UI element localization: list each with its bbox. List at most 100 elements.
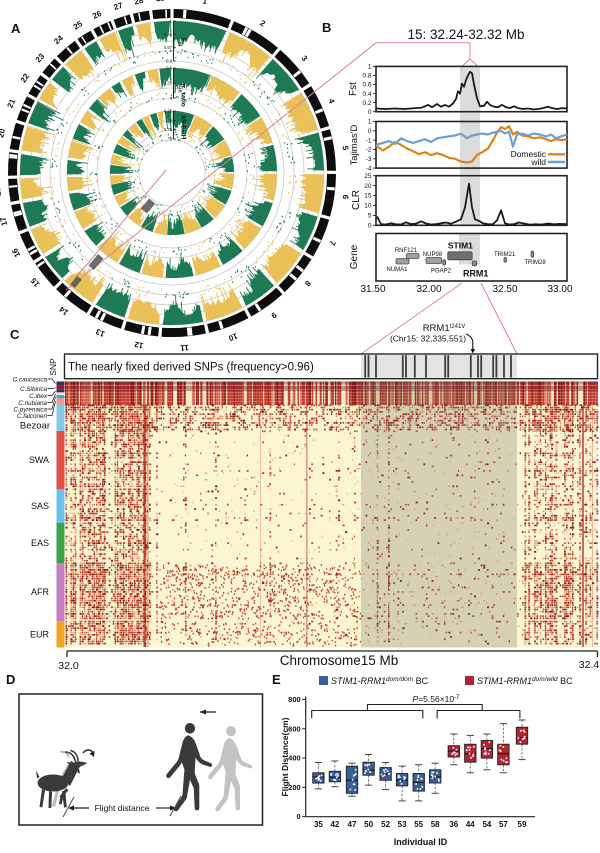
svg-text:600: 600 <box>288 724 301 733</box>
svg-text:C.caucasica: C.caucasica <box>13 377 48 384</box>
svg-text:C.pyrenaica: C.pyrenaica <box>13 407 47 414</box>
svg-text:11: 11 <box>179 343 189 353</box>
svg-text:0.9: 0.9 <box>166 59 172 64</box>
svg-text:36: 36 <box>449 820 458 829</box>
svg-text:0.44: 0.44 <box>164 32 173 37</box>
svg-text:Gene: Gene <box>349 244 360 269</box>
svg-text:10: 10 <box>227 331 239 343</box>
svg-text:P=5.56×10-7: P=5.56×10-7 <box>413 694 461 704</box>
svg-text:C.nubiana: C.nubiana <box>18 400 47 407</box>
svg-text:C.ibex: C.ibex <box>29 393 48 400</box>
svg-text:400: 400 <box>288 754 301 763</box>
svg-text:4: 4 <box>326 97 336 105</box>
svg-text:0: 0 <box>368 223 372 230</box>
svg-text:SWA: SWA <box>29 455 49 465</box>
svg-text:1: 1 <box>202 0 209 6</box>
svg-text:(Chr15: 32,335,551): (Chr15: 32,335,551) <box>390 334 466 344</box>
svg-text:STIM1: STIM1 <box>448 241 473 251</box>
svg-text:25: 25 <box>72 19 85 32</box>
svg-text:0.67: 0.67 <box>164 45 173 50</box>
svg-text:25: 25 <box>364 173 372 180</box>
svg-text:-1: -1 <box>366 137 372 144</box>
svg-text:SAS: SAS <box>31 501 49 511</box>
svg-text:XP-EHH: XP-EHH <box>180 115 187 140</box>
svg-text:Flight distance: Flight distance <box>95 803 150 813</box>
svg-text:0: 0 <box>368 109 372 116</box>
svg-text:πinratio: πinratio <box>177 83 187 107</box>
svg-text:1: 1 <box>368 64 372 71</box>
svg-text:Chromosome15 Mb: Chromosome15 Mb <box>280 653 399 668</box>
svg-text:Tajimas'D: Tajimas'D <box>349 124 360 165</box>
svg-text:24: 24 <box>52 33 65 46</box>
svg-text:50: 50 <box>364 820 373 829</box>
svg-text:TRIM28: TRIM28 <box>524 260 546 266</box>
svg-text:NUP98: NUP98 <box>423 252 443 258</box>
svg-text:Individual ID: Individual ID <box>394 837 448 847</box>
svg-text:A: A <box>11 21 21 36</box>
svg-text:Fst: Fst <box>177 38 187 47</box>
svg-text:54: 54 <box>482 820 491 829</box>
svg-text:20: 20 <box>364 183 372 190</box>
svg-text:0: 0 <box>297 812 301 821</box>
svg-text:-3: -3 <box>366 156 372 163</box>
svg-text:32.50: 32.50 <box>492 284 517 295</box>
svg-text:RRM1: RRM1 <box>463 269 489 279</box>
svg-text:35: 35 <box>314 820 323 829</box>
svg-text:B: B <box>322 20 331 35</box>
svg-text:15: 15 <box>29 276 42 289</box>
svg-text:2.25: 2.25 <box>164 81 173 86</box>
svg-text:26: 26 <box>91 9 103 21</box>
svg-text:C.Sibirica: C.Sibirica <box>20 386 47 393</box>
svg-text:C: C <box>10 327 20 342</box>
svg-text:EUR: EUR <box>30 630 50 640</box>
svg-text:Domestic: Domestic <box>511 149 547 159</box>
svg-text:3: 3 <box>299 54 309 64</box>
svg-text:17: 17 <box>0 215 9 227</box>
svg-text:55: 55 <box>414 820 423 829</box>
svg-text:6: 6 <box>341 194 351 200</box>
svg-text:1: 1 <box>170 19 173 24</box>
svg-text:21: 21 <box>6 97 18 109</box>
svg-text:Flight Distance(cm): Flight Distance(cm) <box>280 717 290 796</box>
svg-text:15: 15 <box>364 193 372 200</box>
svg-text:44: 44 <box>466 820 475 829</box>
svg-text:14: 14 <box>57 304 70 317</box>
svg-text:9: 9 <box>269 310 278 320</box>
svg-text:8: 8 <box>302 279 312 289</box>
svg-text:32.00: 32.00 <box>416 284 441 295</box>
svg-text:200: 200 <box>288 783 301 792</box>
svg-text:wild: wild <box>530 157 546 167</box>
svg-text:22: 22 <box>19 72 32 85</box>
svg-text:-0.25: -0.25 <box>162 109 172 114</box>
svg-text:19: 19 <box>0 158 2 168</box>
svg-text:D: D <box>6 672 15 687</box>
svg-text:-2: -2 <box>366 147 372 154</box>
svg-text:20: 20 <box>0 127 7 138</box>
svg-text:58: 58 <box>431 820 440 829</box>
svg-text:0: 0 <box>368 128 372 135</box>
svg-text:C.falconeri: C.falconeri <box>17 413 48 420</box>
svg-text:13: 13 <box>94 327 106 339</box>
svg-text:PGAP2: PGAP2 <box>431 269 452 275</box>
svg-text:10: 10 <box>364 203 372 210</box>
svg-text:EAS: EAS <box>31 538 49 548</box>
svg-text:RNF121: RNF121 <box>395 248 418 254</box>
svg-text:57: 57 <box>499 820 508 829</box>
svg-text:12: 12 <box>133 339 144 350</box>
svg-text:47: 47 <box>348 820 357 829</box>
svg-text:0.8: 0.8 <box>362 73 371 80</box>
svg-text:27: 27 <box>113 1 125 12</box>
svg-text:33.00: 33.00 <box>547 284 572 295</box>
svg-text:15: 32.24-32.32 Mb: 15: 32.24-32.32 Mb <box>407 27 524 42</box>
svg-text:23: 23 <box>34 51 47 64</box>
svg-text:5.75: 5.75 <box>164 127 173 132</box>
svg-text:7: 7 <box>327 239 337 247</box>
svg-text:SNP: SNP <box>48 358 58 376</box>
svg-text:NUMA1: NUMA1 <box>386 267 408 273</box>
svg-text:5: 5 <box>341 145 351 151</box>
svg-text:Bezoar: Bezoar <box>20 421 50 432</box>
svg-text:CLR: CLR <box>351 190 362 210</box>
svg-text:The nearly fixed derived SNPs: The nearly fixed derived SNPs (frequency… <box>68 362 314 374</box>
svg-text:TRIM21: TRIM21 <box>494 252 516 258</box>
svg-text:52: 52 <box>381 820 390 829</box>
